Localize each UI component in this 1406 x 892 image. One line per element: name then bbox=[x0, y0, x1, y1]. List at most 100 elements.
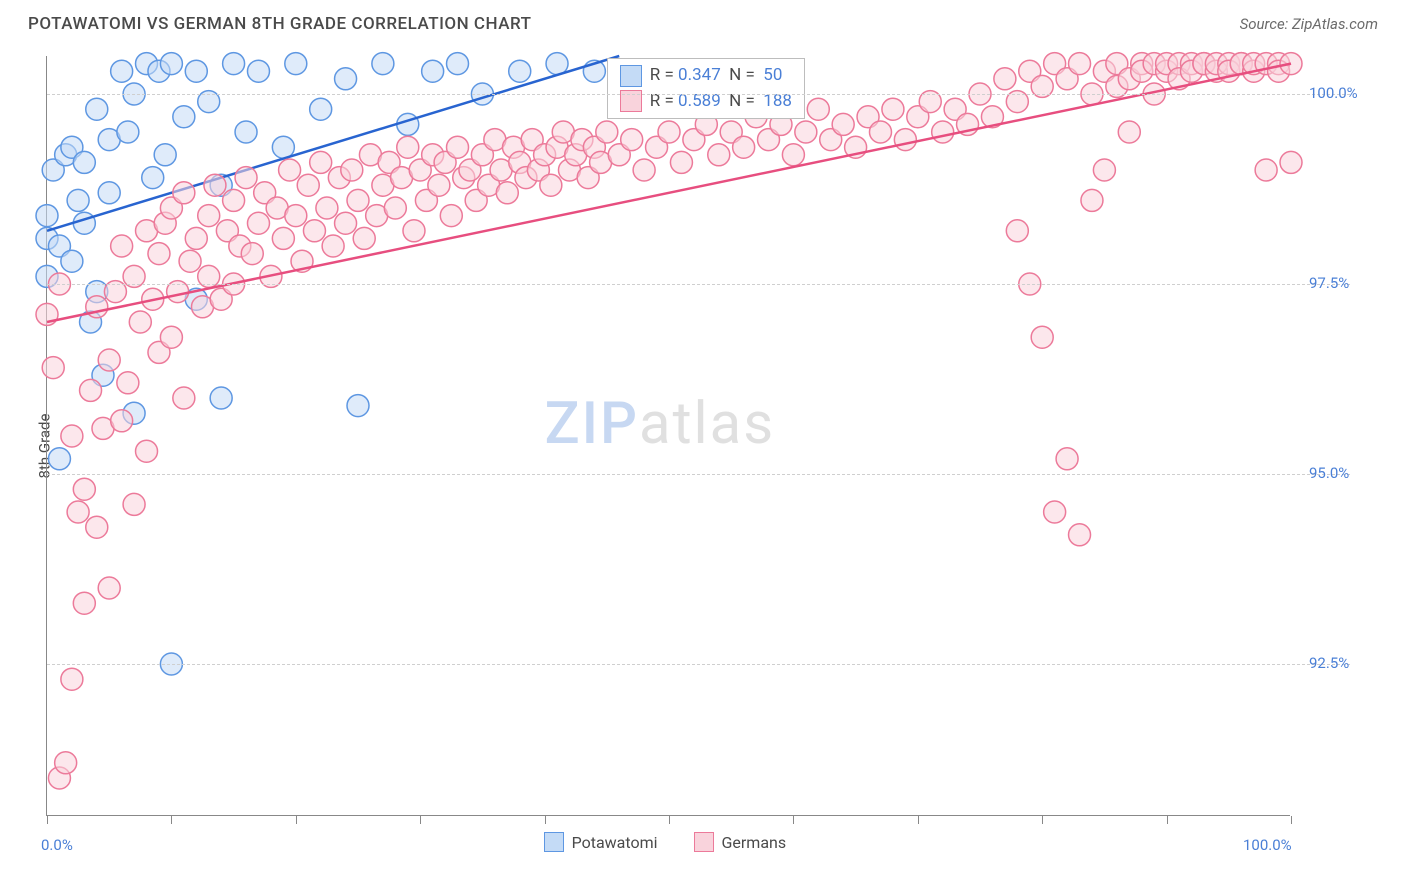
data-point bbox=[136, 440, 158, 462]
data-point bbox=[272, 227, 294, 249]
data-point bbox=[272, 136, 294, 158]
series-legend: Potawatomi Germans bbox=[544, 832, 787, 852]
y-tick-label: 100.0% bbox=[1309, 84, 1358, 102]
data-point bbox=[204, 174, 226, 196]
legend-swatch bbox=[544, 832, 564, 852]
data-point bbox=[1255, 159, 1277, 181]
data-point bbox=[111, 60, 133, 82]
data-point bbox=[61, 425, 83, 447]
data-point bbox=[198, 205, 220, 227]
data-point bbox=[372, 53, 394, 75]
x-tick bbox=[1291, 816, 1292, 824]
data-point bbox=[1081, 189, 1103, 211]
data-point bbox=[932, 121, 954, 143]
x-tick bbox=[47, 816, 48, 824]
gridline bbox=[47, 664, 1350, 665]
legend-text: R = 0.347 N = 50 bbox=[650, 63, 783, 89]
data-point bbox=[1069, 53, 1091, 75]
x-tick-label: 100.0% bbox=[1243, 836, 1292, 854]
legend-item: Potawatomi bbox=[544, 832, 658, 852]
data-point bbox=[869, 121, 891, 143]
data-point bbox=[67, 189, 89, 211]
data-point bbox=[347, 189, 369, 211]
data-point bbox=[509, 60, 531, 82]
data-point bbox=[1280, 53, 1302, 75]
data-point bbox=[36, 205, 58, 227]
data-point bbox=[1118, 121, 1140, 143]
data-point bbox=[123, 493, 145, 515]
data-point bbox=[86, 516, 108, 538]
data-point bbox=[994, 68, 1016, 90]
correlation-legend: R = 0.347 N = 50R = 0.589 N = 188 bbox=[607, 58, 805, 119]
data-point bbox=[596, 121, 618, 143]
data-point bbox=[303, 220, 325, 242]
data-point bbox=[621, 129, 643, 151]
data-point bbox=[247, 60, 269, 82]
data-point bbox=[658, 121, 680, 143]
data-point bbox=[297, 174, 319, 196]
legend-label: Germans bbox=[722, 833, 787, 852]
data-point bbox=[98, 577, 120, 599]
x-tick bbox=[171, 816, 172, 824]
data-point bbox=[111, 235, 133, 257]
x-tick bbox=[1167, 816, 1168, 824]
data-point bbox=[160, 326, 182, 348]
data-point bbox=[61, 668, 83, 690]
data-point bbox=[42, 357, 64, 379]
chart-title: POTAWATOMI VS GERMAN 8TH GRADE CORRELATI… bbox=[28, 14, 531, 34]
data-point bbox=[795, 121, 817, 143]
x-tick bbox=[1042, 816, 1043, 824]
data-point bbox=[80, 379, 102, 401]
legend-item: Germans bbox=[694, 832, 787, 852]
data-point bbox=[235, 167, 257, 189]
data-point bbox=[179, 250, 201, 272]
data-point bbox=[55, 752, 77, 774]
data-point bbox=[148, 243, 170, 265]
data-point bbox=[73, 151, 95, 173]
data-point bbox=[223, 53, 245, 75]
data-point bbox=[447, 136, 469, 158]
data-point bbox=[341, 159, 363, 181]
data-point bbox=[397, 136, 419, 158]
data-point bbox=[496, 182, 518, 204]
data-point bbox=[98, 182, 120, 204]
data-point bbox=[782, 144, 804, 166]
data-point bbox=[1056, 448, 1078, 470]
x-tick-label: 0.0% bbox=[41, 836, 73, 854]
data-point bbox=[1093, 159, 1115, 181]
x-tick bbox=[793, 816, 794, 824]
x-tick bbox=[918, 816, 919, 824]
scatter-svg bbox=[47, 56, 1290, 815]
legend-row: R = 0.347 N = 50 bbox=[620, 63, 792, 89]
x-tick bbox=[669, 816, 670, 824]
data-point bbox=[73, 592, 95, 614]
data-point bbox=[807, 98, 829, 120]
data-point bbox=[310, 151, 332, 173]
data-point bbox=[1006, 220, 1028, 242]
data-point bbox=[422, 60, 444, 82]
data-point bbox=[129, 311, 151, 333]
data-point bbox=[397, 113, 419, 135]
data-point bbox=[185, 60, 207, 82]
data-point bbox=[160, 53, 182, 75]
y-tick-label: 92.5% bbox=[1309, 654, 1349, 672]
data-point bbox=[285, 53, 307, 75]
x-tick bbox=[420, 816, 421, 824]
gridline bbox=[47, 474, 1350, 475]
gridline bbox=[47, 284, 1350, 285]
data-point bbox=[142, 167, 164, 189]
data-point bbox=[117, 372, 139, 394]
data-point bbox=[36, 303, 58, 325]
data-point bbox=[1044, 501, 1066, 523]
data-point bbox=[223, 189, 245, 211]
data-point bbox=[247, 212, 269, 234]
y-tick-label: 95.0% bbox=[1309, 464, 1349, 482]
data-point bbox=[316, 197, 338, 219]
gridline bbox=[47, 94, 1350, 95]
data-point bbox=[546, 53, 568, 75]
source-label: Source: ZipAtlas.com bbox=[1240, 15, 1378, 33]
data-point bbox=[428, 174, 450, 196]
legend-row: R = 0.589 N = 188 bbox=[620, 89, 792, 115]
data-point bbox=[73, 478, 95, 500]
data-point bbox=[347, 395, 369, 417]
